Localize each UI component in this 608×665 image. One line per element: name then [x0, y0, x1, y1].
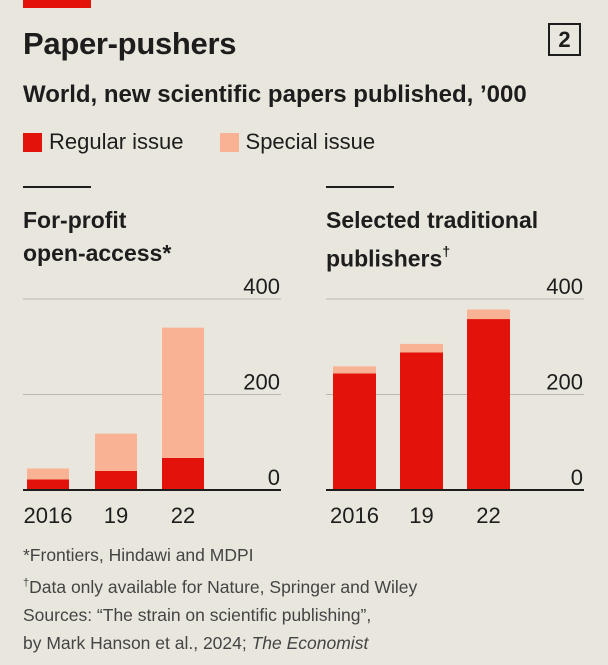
panel-left-title-line1: For-profit	[23, 207, 127, 233]
panel1-bar-19-regular	[400, 352, 443, 490]
footnote-2-text: Data only available for Nature, Springer…	[29, 576, 418, 597]
panel1-bar-19-special	[400, 343, 443, 353]
panel0-bar-2016-regular	[27, 479, 69, 490]
panel-left-rule	[23, 186, 91, 188]
footnote-sources-1: Sources: “The strain on scientific publi…	[23, 604, 372, 625]
panel1-bar-2016-special	[333, 366, 376, 374]
panel1-ytick-label-400: 400	[546, 274, 583, 299]
legend-label-special: Special issue	[245, 129, 376, 154]
panel1-bar-22-regular	[467, 319, 510, 490]
chart-subtitle: World, new scientific papers published, …	[23, 81, 527, 108]
panel0-bar-22-regular	[162, 458, 204, 490]
panel1-ytick-label-0: 0	[571, 465, 583, 490]
legend-item-regular: Regular issue	[23, 129, 184, 155]
panel1-bar-2016-regular	[333, 373, 376, 490]
panel-left-title: For-profit open-access*	[23, 204, 171, 270]
footnote-sources-2-italic: The Economist	[251, 632, 369, 653]
footnote-1: *Frontiers, Hindawi and MDPI	[23, 545, 254, 565]
footnote-sources-2: by Mark Hanson et al., 2024; The Economi…	[23, 629, 417, 657]
panel-left-title-mark: *	[162, 240, 172, 266]
panel1-xtick-label-19: 19	[409, 503, 433, 528]
legend-swatch-special	[219, 132, 239, 152]
panel-right-title: Selected traditional publishers†	[326, 204, 538, 276]
legend-label-regular: Regular issue	[49, 129, 184, 154]
chart-number-badge: 2	[548, 23, 581, 56]
panel-right-title-mark: †	[442, 243, 451, 259]
panel0-bar-2016-special	[27, 468, 69, 480]
footnote-2-mark: †	[23, 577, 30, 589]
panel-right-title-line1: Selected traditional	[326, 207, 539, 233]
footnote-sources-2-text: by Mark Hanson et al., 2024;	[23, 632, 252, 653]
legend-item-special: Special issue	[219, 129, 376, 155]
panel-right-rule	[326, 186, 394, 188]
panel0-bar-19-special	[95, 433, 137, 471]
panel0-xtick-label-2016: 2016	[24, 503, 73, 528]
panel0-ytick-label-400: 400	[243, 274, 280, 299]
footnote-2: †Data only available for Nature, Springe…	[23, 569, 417, 601]
panel0-bar-19-regular	[95, 470, 137, 490]
panel0-xtick-label-19: 19	[104, 503, 128, 528]
footnotes: *Frontiers, Hindawi and MDPI †Data only …	[23, 541, 417, 657]
panel0-ytick-label-0: 0	[268, 465, 280, 490]
panel0-ytick-label-200: 200	[243, 370, 280, 395]
legend-swatch-regular	[23, 132, 42, 152]
panel-right-title-line2: publishers	[326, 245, 443, 272]
chart-title: Paper-pushers	[23, 26, 237, 61]
panel1-bar-22-special	[467, 309, 510, 320]
economist-red-tab	[23, 0, 91, 8]
legend: Regular issue Special issue	[23, 129, 411, 155]
panel0-bar-22-special	[162, 327, 204, 459]
panel0-xtick-label-22: 22	[171, 503, 195, 528]
panel1-xtick-label-22: 22	[476, 503, 500, 528]
panel1-xtick-label-2016: 2016	[330, 503, 379, 528]
panel-left-title-line2: open-access	[23, 240, 163, 266]
panel1-ytick-label-200: 200	[546, 370, 583, 395]
